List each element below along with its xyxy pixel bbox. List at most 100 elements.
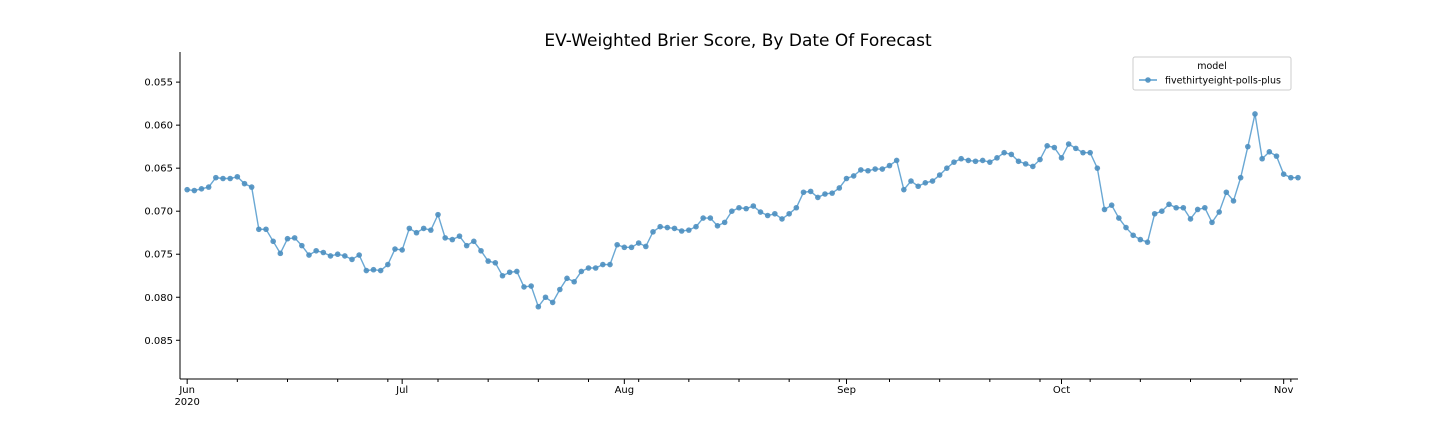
- data-point: [585, 265, 592, 271]
- data-point: [1144, 239, 1151, 245]
- data-point: [213, 174, 219, 181]
- data-point: [385, 261, 391, 268]
- data-point: [936, 172, 943, 178]
- data-point: [1194, 206, 1201, 213]
- data-point: [915, 183, 921, 190]
- data-point: [1137, 236, 1144, 243]
- data-point: [392, 246, 398, 252]
- data-point: [463, 242, 470, 249]
- data-point: [435, 211, 441, 218]
- data-point: [499, 272, 506, 279]
- data-point: [750, 203, 757, 209]
- data-point: [528, 283, 534, 289]
- data-point: [1008, 151, 1015, 158]
- data-point: [886, 162, 893, 169]
- data-point: [506, 269, 513, 276]
- data-point: [650, 229, 656, 235]
- data-point: [234, 173, 241, 180]
- data-point: [714, 223, 721, 229]
- data-point: [929, 178, 936, 184]
- data-point: [420, 225, 427, 232]
- data-point: [693, 223, 699, 230]
- data-point: [1230, 198, 1237, 204]
- data-point: [1245, 143, 1251, 150]
- data-point: [1209, 219, 1215, 226]
- data-point: [686, 227, 692, 233]
- x-tick-label: Sep: [837, 385, 856, 396]
- data-point: [557, 286, 563, 293]
- data-point: [1280, 171, 1287, 177]
- data-point: [1187, 216, 1194, 222]
- y-ticks: 0.055 0.060 0.065 0.070 0.075 0.080 0.085: [144, 78, 180, 347]
- data-point: [1173, 204, 1179, 211]
- data-point: [1130, 232, 1136, 239]
- data-point: [248, 184, 255, 190]
- data-point: [815, 194, 821, 201]
- data-point: [291, 235, 298, 241]
- data-point: [757, 209, 764, 215]
- data-point: [377, 267, 384, 274]
- data-point: [241, 180, 248, 187]
- data-point: [342, 253, 348, 259]
- x-tick-sublabel: 2020: [174, 397, 199, 408]
- data-point: [1166, 201, 1172, 208]
- y-tick-label: 0.085: [144, 336, 173, 347]
- data-point: [1080, 149, 1086, 156]
- data-point: [1273, 153, 1280, 159]
- data-point: [1116, 215, 1122, 221]
- data-point: [1044, 143, 1050, 149]
- data-point: [1030, 163, 1036, 170]
- data-point: [736, 204, 742, 211]
- data-point: [1159, 208, 1165, 214]
- data-point: [944, 165, 950, 171]
- data-point: [872, 166, 878, 172]
- data-point: [1123, 224, 1129, 231]
- data-point: [284, 235, 291, 242]
- legend-frame: [1132, 56, 1292, 91]
- data-point: [564, 275, 570, 282]
- data-point: [485, 258, 491, 264]
- data-point: [1252, 111, 1258, 117]
- data-point: [1223, 189, 1230, 196]
- data-point: [356, 252, 362, 258]
- data-point: [299, 242, 305, 249]
- data-point: [270, 238, 276, 245]
- data-point: [628, 244, 635, 251]
- data-point: [306, 252, 312, 258]
- data-point: [320, 249, 327, 256]
- data-point: [635, 240, 642, 246]
- data-point: [901, 186, 907, 193]
- data-point: [1022, 161, 1029, 167]
- data-point: [1051, 144, 1058, 151]
- data-point: [893, 157, 900, 164]
- data-point: [1216, 209, 1222, 215]
- data-point: [1101, 206, 1108, 213]
- data-point: [822, 191, 828, 197]
- data-point: [263, 226, 269, 233]
- data-point: [413, 229, 420, 236]
- y-tick-label: 0.060: [144, 121, 173, 132]
- data-point: [1087, 149, 1093, 156]
- data-point: [721, 219, 728, 226]
- data-point: [521, 284, 527, 290]
- data-point: [1266, 149, 1273, 155]
- data-point: [370, 266, 377, 273]
- data-point: [205, 184, 212, 190]
- data-point: [600, 261, 606, 268]
- data-point: [987, 159, 993, 165]
- data-point: [850, 173, 857, 179]
- x-tick-label: Nov: [1274, 385, 1294, 396]
- data-point: [514, 268, 520, 275]
- data-point: [456, 233, 463, 239]
- legend-series-label: fivethirtyeight-polls-plus: [1165, 76, 1281, 87]
- data-point: [700, 215, 706, 221]
- data-point: [1094, 165, 1101, 171]
- data-point: [1295, 174, 1301, 181]
- data-point: [786, 210, 792, 217]
- data-point: [958, 155, 964, 162]
- data-point: [951, 159, 957, 165]
- data-point: [729, 208, 735, 214]
- x-tick-label: Oct: [1053, 385, 1070, 396]
